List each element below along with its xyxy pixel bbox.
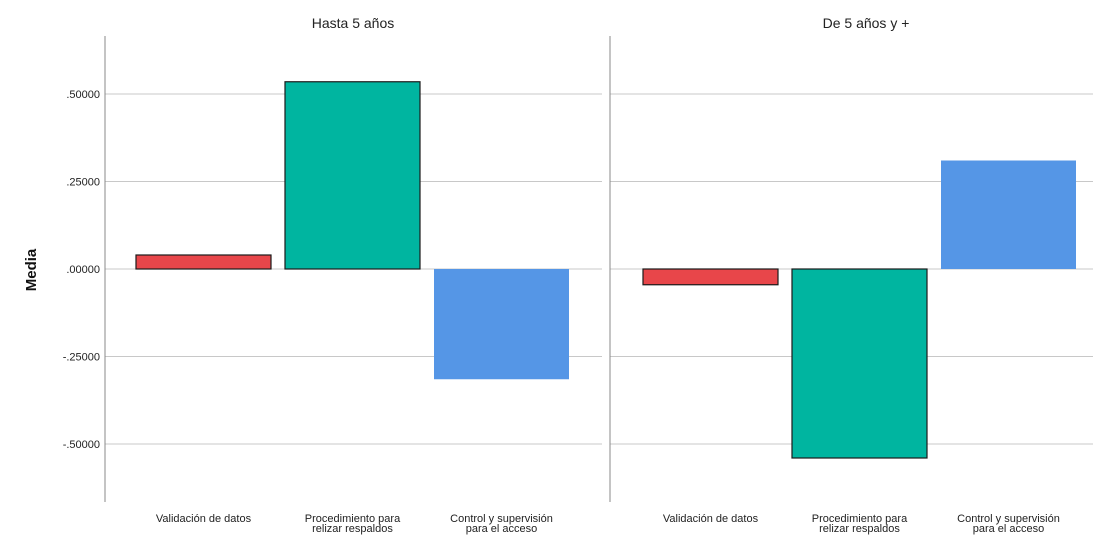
panel-1-title: Hasta 5 años [312, 15, 395, 31]
category-label: Validación de datos [663, 513, 759, 525]
bar-panel-2-cat-3 [941, 160, 1076, 269]
bar-panel-2-cat-1 [642, 268, 779, 286]
category-label: Procedimiento para [812, 513, 908, 525]
category-label: relizar respaldos [819, 523, 900, 535]
category-label: relizar respaldos [312, 523, 393, 535]
panel-2-title: De 5 años y + [823, 15, 910, 31]
category-label: Control y supervisión [450, 513, 553, 525]
y-axis-label: Media [23, 248, 40, 291]
y-tick-label: .25000 [66, 177, 100, 189]
bar-panel-1-cat-3 [434, 269, 569, 380]
bar-panel-2-cat-2 [791, 268, 928, 459]
category-label: para el acceso [973, 523, 1045, 535]
y-tick-label: .00000 [66, 264, 100, 276]
y-tick-label: -.50000 [63, 439, 100, 451]
bar-panel-1-cat-1 [135, 254, 272, 270]
label-layer: .50000 .25000 .00000 -.25000 -.50000 Hasta 5 … [63, 15, 1060, 535]
category-label: Control y supervisión [957, 513, 1060, 525]
category-label: para el acceso [466, 523, 538, 535]
bar-panel-1-cat-2 [284, 81, 421, 270]
axis-layer [104, 36, 611, 502]
y-tick-label: -.25000 [63, 352, 100, 364]
y-tick-label: .50000 [66, 89, 100, 101]
category-label: Validación de datos [156, 513, 252, 525]
category-label: Procedimiento para [305, 513, 401, 525]
bar-layer [135, 81, 1076, 459]
